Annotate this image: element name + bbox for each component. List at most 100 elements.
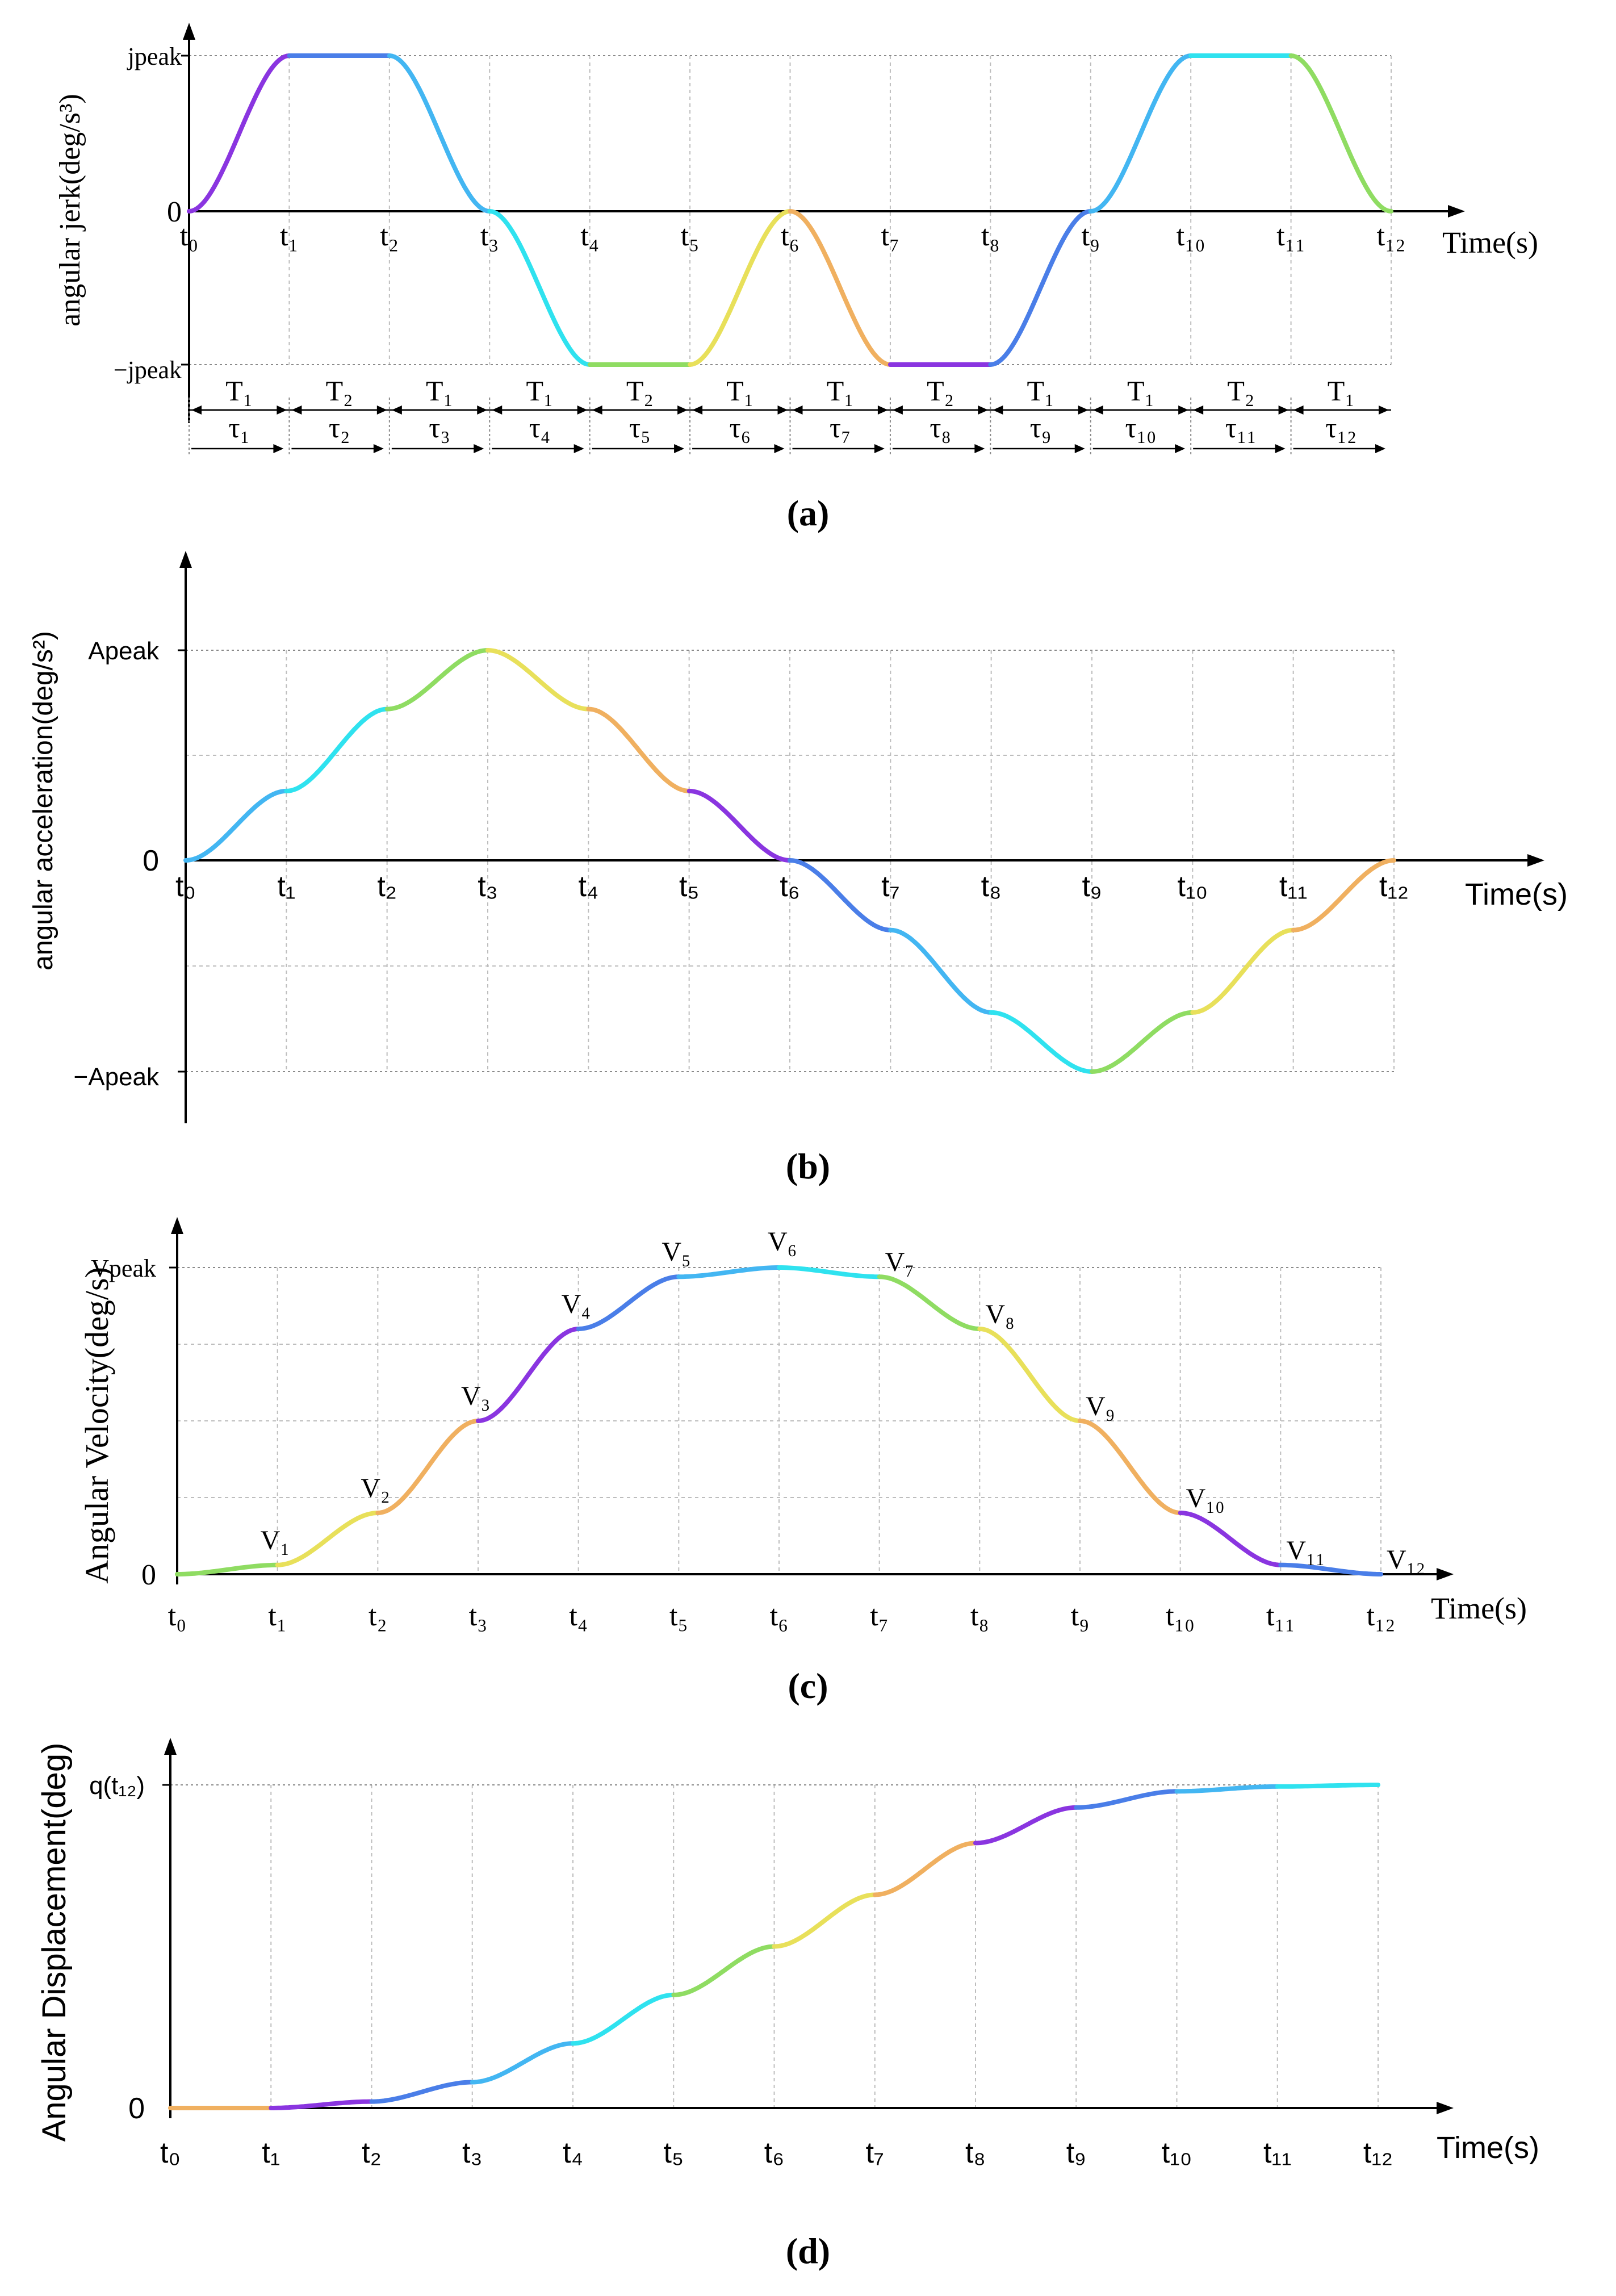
x-tick-label: t₁₂ [1379,870,1409,903]
x-tick-label: t₁₁ [1266,1600,1295,1632]
x-tick-label: t₄ [563,2136,583,2169]
tau-arrowhead [974,444,985,453]
segment-arrowhead-right [376,405,387,415]
x-tick-label: t₅ [664,2136,684,2169]
curve-segment [772,1892,877,1949]
y-tick-zero: 0 [141,1559,156,1591]
grid [186,650,1395,1072]
curve-segment [1088,53,1194,214]
curve-segment [688,209,793,367]
curve-segment [1174,1784,1280,1794]
segment-arrowhead-left [391,405,402,415]
tau-arrowhead [273,444,284,453]
x-tick-label: t₃ [469,1600,488,1632]
segment-tau-label: τ₁₁ [1225,412,1257,444]
x-tick-label: t₂ [377,870,397,903]
segment-arrowhead-right [677,405,688,415]
segment-tau-label: τ₇ [830,412,851,444]
segment-tau-label: τ₂ [329,412,350,444]
curve-segment [788,858,893,932]
curve-segment [671,1944,777,1997]
curve-segment [888,927,994,1015]
x-tick-label: t₁₀ [1178,870,1208,903]
segment-T-label: T₁ [1027,375,1054,407]
x-tick-label: t₈ [981,220,1000,252]
y-tick-peak: q(t₁₂) [89,1772,145,1800]
x-tick-label: t₈ [981,870,1002,903]
x-axis-label: Time(s) [1437,2131,1539,2165]
x-tick-label: t₀ [180,220,199,252]
x-axis-arrow [1437,2102,1454,2114]
panel-c: t₀ t₁ t₂ t₃ t₄ t₅ t₆ t₇ t₈ t₉ t₁₀ t₁₁ t₁₂ 0 Vpeak Time(… [78,1217,1527,1706]
tau-arrowhead [774,444,785,453]
x-axis-arrow [1437,1568,1454,1580]
x-axis-arrow [1448,205,1465,218]
curve-segment [1291,858,1396,932]
x-tick-label: t₃ [480,220,499,252]
tau-arrowhead [474,444,484,453]
panel-caption: (d) [786,2231,830,2271]
tau-arrowhead [373,444,384,453]
x-tick-label: t₁₂ [1377,220,1406,252]
segment-arrowhead-right [1278,405,1289,415]
y-axis-arrow [183,23,195,40]
x-tick-label: t₁ [262,2136,280,2169]
grid [177,1268,1381,1574]
x-tick-label: t₈ [965,2136,986,2169]
point-label: V₉ [1086,1391,1115,1421]
y-axis-arrow [171,1217,183,1234]
segment-T-label: T₁ [726,375,753,407]
curve-segment [586,706,692,793]
x-tick-label: t₉ [1082,870,1102,903]
curve-segment [187,53,292,214]
segment-arrowhead-right [1379,405,1389,415]
curve-segment [1288,53,1393,214]
panel-caption: (c) [788,1666,828,1706]
segment-arrowhead-right [577,405,588,415]
curve-segment [183,788,289,863]
panel-caption: (a) [787,493,830,533]
tau-arrowhead [1074,444,1085,453]
x-tick-label: t₇ [881,870,899,903]
curve-segment [485,648,591,712]
x-tick-label: t₈ [970,1600,989,1632]
curve-segment [973,1805,1079,1846]
y-tick-neg: −jpeak [114,356,182,384]
curve-segment [788,209,893,367]
x-tick-label: t₀ [160,2136,181,2169]
segment-arrowhead-left [1193,405,1204,415]
curve-segment [777,1265,882,1279]
x-tick-label: t₅ [679,870,699,903]
curve-segment [384,648,490,712]
series-velocity [175,1265,1383,1576]
y-tick-neg: −Apeak [74,1063,160,1091]
segment-annotations: T₁ τ₁ T₂ τ₂ T₁ τ₃ T₁ τ₄ T₂ τ₅ T₁ τ₆ T₁ τ₇ T₂ τ₈ T₁ τ₉ T₁ τ₁… [189,375,1391,454]
x-tick-label: t₁ [268,1600,287,1632]
x-tick-label: t₃ [462,2136,483,2169]
x-tick-label: t₂ [369,1600,387,1632]
x-tick-label: t₀ [168,1600,187,1632]
y-tick-zero: 0 [143,844,159,877]
curve-segment [1275,1783,1380,1789]
point-label: V₆ [768,1227,797,1257]
point-label: V₃ [461,1381,490,1411]
series-jerk [187,53,1393,367]
curve-segment [487,209,592,367]
segment-arrowhead-left [291,405,302,415]
segment-tau-label: τ₄ [529,412,551,444]
x-tick-label: t₁₀ [1177,220,1205,252]
y-axis-arrow [164,1738,177,1755]
segment-T-label: T₁ [1127,375,1154,407]
segment-arrowhead-left [1092,405,1103,415]
curve-segment [576,1274,681,1331]
panel-b: t₀ t₁ t₂ t₃ t₄ t₅ t₆ t₇ t₈ t₉ t₁₀ t₁₁ t₁₂ 0 Apeak −Apea… [28,551,1568,1186]
segment-arrowhead-left [692,405,703,415]
curve-segment [571,1992,676,2046]
segment-T-label: T₂ [326,375,353,407]
grid [270,1785,1379,2108]
y-tick-zero: 0 [128,2092,145,2125]
series-acceleration [183,648,1396,1074]
series-displacement [168,1783,1380,2110]
segment-tau-label: τ₅ [629,412,651,444]
